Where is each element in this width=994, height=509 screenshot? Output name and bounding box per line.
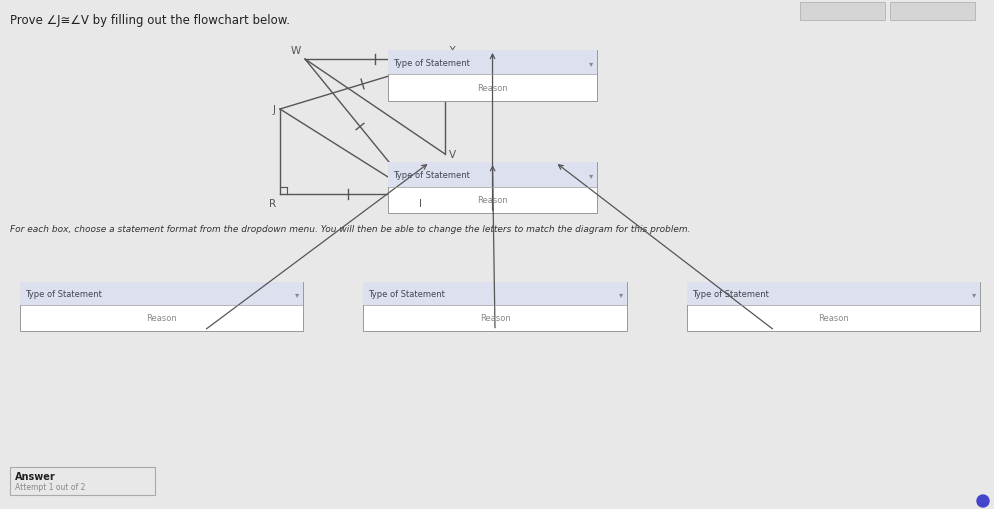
- Text: Reason: Reason: [817, 314, 848, 323]
- Bar: [686, 282, 979, 331]
- Bar: [10, 467, 155, 495]
- Text: ▾: ▾: [971, 290, 975, 299]
- Text: Reason: Reason: [477, 84, 507, 93]
- Text: W: W: [290, 46, 301, 56]
- Text: Type of Statement: Type of Statement: [691, 290, 767, 299]
- Bar: [20, 282, 303, 306]
- Text: ▾: ▾: [588, 171, 592, 180]
- Text: R: R: [268, 199, 275, 209]
- Text: For each box, choose a statement format from the dropdown menu. You will then be: For each box, choose a statement format …: [10, 224, 690, 234]
- Bar: [388, 163, 596, 187]
- Text: Type of Statement: Type of Statement: [25, 290, 101, 299]
- Circle shape: [976, 495, 988, 507]
- Text: ▾: ▾: [618, 290, 622, 299]
- Bar: [686, 282, 979, 306]
- Text: Prove ∠J≅∠V by filling out the flowchart below.: Prove ∠J≅∠V by filling out the flowchart…: [10, 14, 289, 27]
- Bar: [388, 51, 596, 102]
- Text: Type of Statement: Type of Statement: [393, 171, 469, 180]
- Bar: [889, 3, 974, 21]
- Bar: [20, 282, 303, 331]
- Bar: [799, 3, 884, 21]
- Text: Attempt 1 out of 2: Attempt 1 out of 2: [15, 483, 85, 492]
- Bar: [388, 51, 596, 75]
- Text: Answer: Answer: [15, 471, 56, 481]
- Text: Reason: Reason: [479, 314, 510, 323]
- Text: V: V: [448, 150, 455, 160]
- Bar: [363, 282, 626, 306]
- Text: Type of Statement: Type of Statement: [393, 59, 469, 68]
- Bar: [363, 282, 626, 331]
- Text: J: J: [272, 105, 275, 115]
- Text: Reason: Reason: [477, 196, 507, 205]
- Text: X: X: [448, 46, 455, 56]
- Bar: [388, 163, 596, 214]
- Text: I: I: [418, 199, 421, 209]
- Text: ▾: ▾: [295, 290, 299, 299]
- Text: Type of Statement: Type of Statement: [368, 290, 444, 299]
- Text: ▾: ▾: [588, 59, 592, 68]
- Text: Reason: Reason: [146, 314, 177, 323]
